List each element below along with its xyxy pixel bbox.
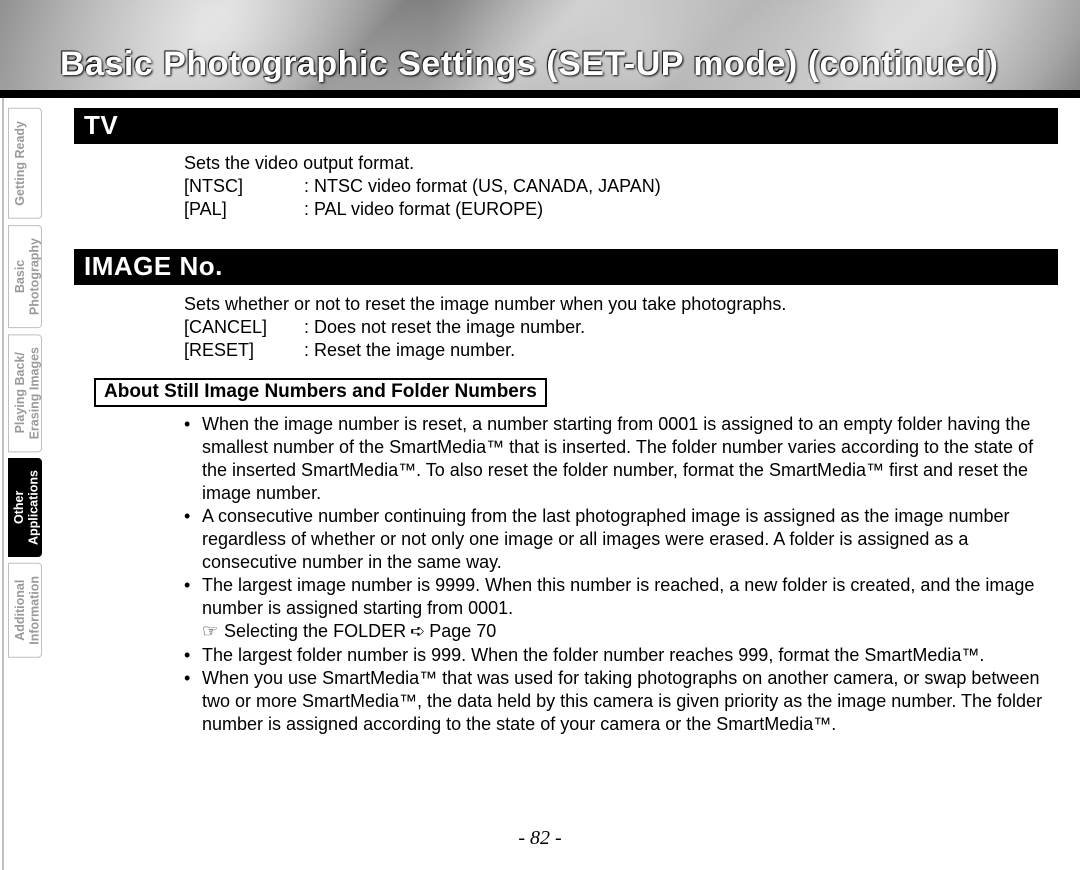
bullet-text: When the image number is reset, a number… [202,413,1054,505]
title-underline [0,90,1080,98]
bullet-item: • The largest image number is 9999. When… [184,574,1054,620]
bullet-text: The largest folder number is 999. When t… [202,644,1054,667]
arrow-icon: ➪ [410,620,425,643]
image-no-option-row: [CANCEL] : Does not reset the image numb… [184,316,1058,339]
image-no-intro: Sets whether or not to reset the image n… [184,293,1058,316]
page-title: Basic Photographic Settings (SET-UP mode… [60,45,1080,84]
tab-other-applications[interactable]: Other Applications [8,458,42,557]
image-no-option-row: [RESET] : Reset the image number. [184,339,1058,362]
tv-option-row: [NTSC] : NTSC video format (US, CANADA, … [184,175,1058,198]
tv-option-desc: : PAL video format (EUROPE) [304,198,543,221]
tab-basic-photography[interactable]: Basic Photography [8,225,42,328]
image-no-option-desc: : Does not reset the image number. [304,316,585,339]
image-no-option-key: [CANCEL] [184,316,304,339]
bullet-marker: • [184,505,202,574]
title-band: Basic Photographic Settings (SET-UP mode… [0,0,1080,90]
bullet-item: • A consecutive number continuing from t… [184,505,1054,574]
bullets-list: • When the image number is reset, a numb… [184,413,1054,735]
ref-text-after: Page 70 [429,620,496,643]
bullet-text: When you use SmartMedia™ that was used f… [202,667,1054,736]
tab-additional-info[interactable]: Additional Information [8,563,42,658]
bullet-marker: • [184,667,202,736]
tv-option-key: [NTSC] [184,175,304,198]
section-heading-tv: TV [74,108,1058,144]
cross-reference: ☞ Selecting the FOLDER ➪ Page 70 [202,620,1054,643]
page-number: - 82 - [0,827,1080,850]
tv-option-row: [PAL] : PAL video format (EUROPE) [184,198,1058,221]
bullet-text: A consecutive number continuing from the… [202,505,1054,574]
image-no-option-desc: : Reset the image number. [304,339,515,362]
bullet-item: • When you use SmartMedia™ that was used… [184,667,1054,736]
bullet-item: • When the image number is reset, a numb… [184,413,1054,505]
ref-text-before: Selecting the FOLDER [224,620,406,643]
page-edge-rule [2,0,4,870]
section-heading-image-no: IMAGE No. [74,249,1058,285]
tv-option-key: [PAL] [184,198,304,221]
tv-intro: Sets the video output format. [184,152,1058,175]
image-no-body: Sets whether or not to reset the image n… [184,293,1058,362]
bullet-item: • The largest folder number is 999. When… [184,644,1054,667]
image-no-option-key: [RESET] [184,339,304,362]
content-area: TV Sets the video output format. [NTSC] … [74,108,1058,736]
side-tabs: Getting Ready Basic Photography Playing … [8,108,42,658]
bullet-marker: • [184,644,202,667]
bullet-text: The largest image number is 9999. When t… [202,574,1054,620]
bullet-marker: • [184,413,202,505]
sub-heading-box: About Still Image Numbers and Folder Num… [94,378,547,407]
tab-playing-back[interactable]: Playing Back/ Erasing Images [8,334,42,452]
bullet-marker: • [184,574,202,620]
tab-getting-ready[interactable]: Getting Ready [8,108,42,219]
pointing-hand-icon: ☞ [202,620,224,643]
tv-body: Sets the video output format. [NTSC] : N… [184,152,1058,221]
tv-option-desc: : NTSC video format (US, CANADA, JAPAN) [304,175,661,198]
